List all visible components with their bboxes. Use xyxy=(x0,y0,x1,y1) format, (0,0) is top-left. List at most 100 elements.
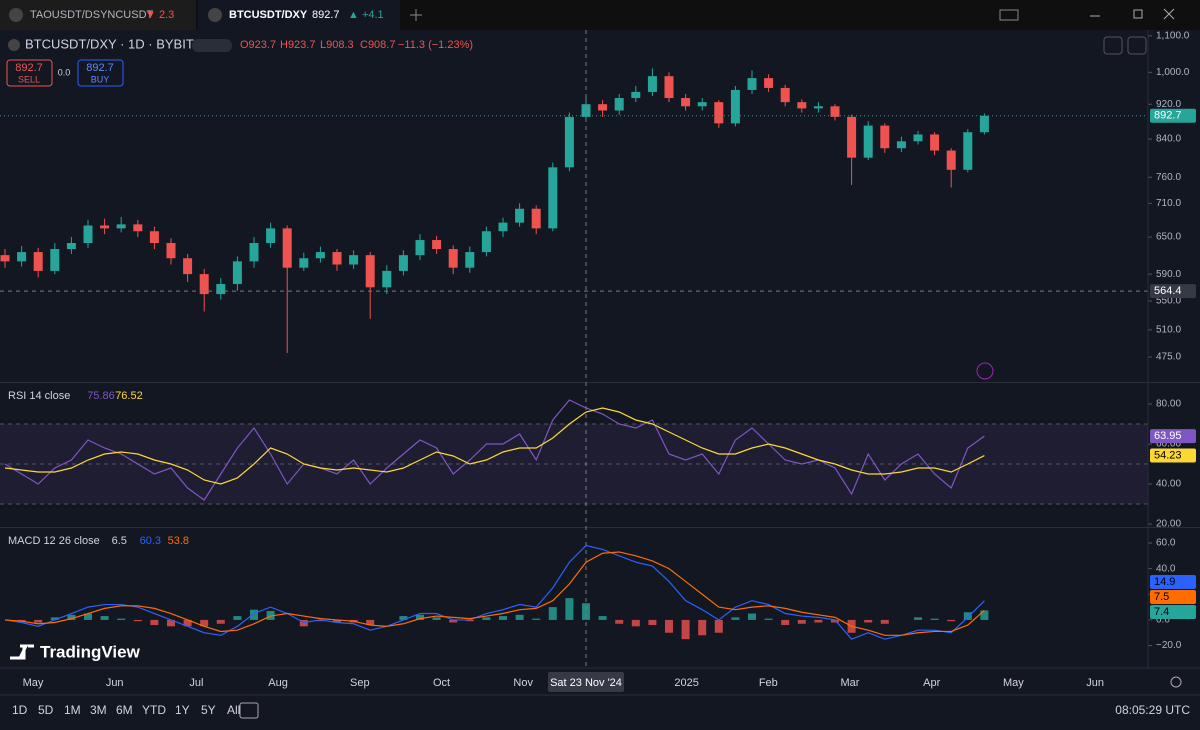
sell-button[interactable] xyxy=(6,59,53,87)
tab-price: 892.7 xyxy=(312,9,340,21)
histogram-bar xyxy=(499,616,507,620)
histogram-bar xyxy=(947,619,956,622)
pane-value: 75.86 xyxy=(87,390,115,402)
tab-change: ▲ +4.1 xyxy=(348,9,384,21)
legend-change: −11.3 (−1.23%) xyxy=(398,39,473,51)
histogram-bar xyxy=(681,619,690,640)
y-tick-label: 840.0 xyxy=(1156,134,1181,145)
range-button[interactable]: All xyxy=(227,703,240,717)
histogram-bar xyxy=(880,619,889,624)
y-tick-label: 60.0 xyxy=(1156,538,1176,549)
x-tick-label: May xyxy=(1003,677,1024,689)
x-tick-label: Apr xyxy=(923,677,940,689)
buy-button[interactable] xyxy=(77,59,124,87)
range-button[interactable]: 1D xyxy=(12,703,28,717)
candle-body xyxy=(266,228,276,244)
pane-value: 60.3 xyxy=(140,535,161,547)
y-tick-label: 550.0 xyxy=(1156,296,1181,307)
candle-body xyxy=(33,252,43,271)
histogram-bar xyxy=(133,619,142,622)
candle-body xyxy=(282,228,292,268)
candle-body xyxy=(946,150,956,170)
window-controls[interactable] xyxy=(1090,8,1175,20)
histogram-bar xyxy=(200,619,209,627)
crosshair-date: Sat 23 Nov '24 xyxy=(550,677,622,689)
y-tick-label: 1,000.0 xyxy=(1156,67,1190,78)
price-label-bg xyxy=(1150,575,1196,589)
histogram-bar xyxy=(598,616,607,620)
candle-body xyxy=(714,102,724,124)
candle-body xyxy=(697,102,707,107)
range-button[interactable]: 5Y xyxy=(201,703,216,717)
tab[interactable] xyxy=(0,0,196,30)
histogram-bar xyxy=(665,619,673,633)
x-tick-label: Jul xyxy=(189,677,203,689)
histogram-bar xyxy=(17,619,26,622)
histogram-bar xyxy=(615,619,624,624)
y-tick-label: 20.00 xyxy=(1156,519,1181,530)
legend-open: O923.7 xyxy=(240,39,276,51)
layout-icon[interactable] xyxy=(999,9,1019,21)
legend-high: H923.7 xyxy=(280,39,315,51)
candle-body xyxy=(647,76,657,92)
range-button[interactable]: 3M xyxy=(90,703,107,717)
indicator-line xyxy=(4,399,985,501)
histogram-bar xyxy=(582,603,590,620)
histogram-bar xyxy=(914,617,922,620)
x-tick-label: Aug xyxy=(268,677,288,689)
histogram-bar xyxy=(250,609,258,620)
x-tick-label: Oct xyxy=(433,677,450,689)
range-button[interactable]: 1M xyxy=(64,703,81,717)
x-tick-label: Jun xyxy=(1086,677,1104,689)
price-label: 892.7 xyxy=(1154,110,1182,122)
pane-value: 76.52 xyxy=(115,390,143,402)
candle-body xyxy=(349,255,359,265)
histogram-bar xyxy=(781,619,790,626)
brand-logo xyxy=(10,644,34,660)
histogram-bar xyxy=(50,617,59,620)
status-badge xyxy=(192,39,232,52)
pane-title: MACD 12 26 close xyxy=(8,535,100,547)
candle-body xyxy=(797,102,807,109)
histogram-bar xyxy=(117,618,126,620)
crosshair-date-bg xyxy=(548,672,624,692)
candle-body xyxy=(183,258,193,275)
histogram-bar xyxy=(100,616,109,620)
candle-body xyxy=(100,225,110,229)
histogram-bar xyxy=(963,612,972,620)
legend-low: L908.3 xyxy=(320,39,354,51)
histogram-bar xyxy=(316,619,325,622)
candle-body xyxy=(564,116,574,168)
range-button[interactable]: 1Y xyxy=(175,703,190,717)
candle-body xyxy=(863,125,873,158)
range-button[interactable]: 5D xyxy=(38,703,54,717)
histogram-bar xyxy=(366,619,375,626)
candle-body xyxy=(481,231,491,253)
y-tick-label: 710.0 xyxy=(1156,198,1181,209)
candle-body xyxy=(531,208,541,229)
tab-active[interactable] xyxy=(198,0,400,30)
histogram-bar xyxy=(748,613,756,620)
tab-icon xyxy=(9,8,23,22)
scroll-button[interactable] xyxy=(1103,36,1123,55)
histogram-bar xyxy=(930,618,939,620)
y-tick-label: 510.0 xyxy=(1156,324,1181,335)
clock: 08:05:29 UTC xyxy=(1115,703,1190,717)
x-tick-label: Feb xyxy=(759,677,778,689)
sell-label: SELL xyxy=(18,74,40,84)
settings-button[interactable] xyxy=(1127,36,1147,55)
alert-icon[interactable] xyxy=(976,362,994,380)
range-button[interactable]: 6M xyxy=(116,703,133,717)
indicator-line xyxy=(4,544,985,640)
price-label-bg xyxy=(1150,429,1196,444)
new-tab[interactable] xyxy=(410,9,422,21)
range-button[interactable]: YTD xyxy=(142,703,166,717)
price-label-bg xyxy=(1150,590,1196,604)
histogram-bar xyxy=(216,619,225,624)
candle-body xyxy=(896,141,906,149)
histogram-bar xyxy=(266,610,275,620)
axis-settings[interactable] xyxy=(1170,676,1182,688)
histogram-bar xyxy=(465,619,474,622)
histogram-bar xyxy=(731,617,740,620)
date-range-button[interactable] xyxy=(239,702,259,719)
